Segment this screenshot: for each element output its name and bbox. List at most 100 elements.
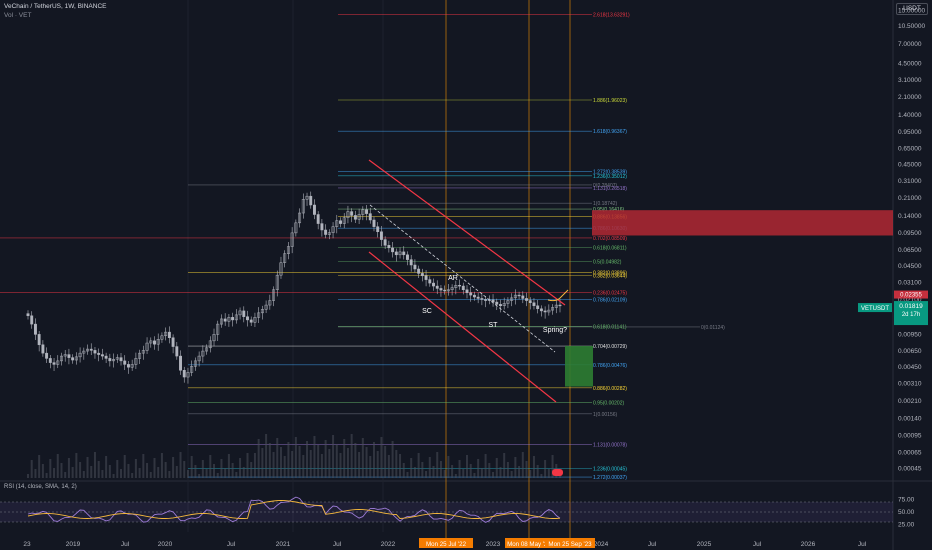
candle-body	[253, 317, 257, 323]
event-date-box	[505, 538, 553, 548]
candle-body	[525, 298, 528, 301]
volume-bar	[253, 453, 256, 478]
price-axis-tick: 2.10000	[898, 94, 922, 101]
time-axis-tick: 2023	[486, 541, 501, 548]
volume-bar	[53, 468, 56, 478]
volume-bar	[49, 459, 52, 478]
price-axis-tick: 0.31000	[898, 178, 922, 185]
countdown-value: 2d 17h	[902, 312, 920, 318]
volume-group	[27, 434, 561, 478]
volume-bar	[346, 448, 349, 478]
candle-body	[279, 262, 283, 276]
candle-body	[56, 360, 60, 365]
candle-body	[41, 344, 45, 354]
candle-body	[461, 285, 465, 291]
rsi-indicator-label[interactable]: RSI (14, close, SMA, 14, 2)	[4, 484, 77, 490]
candle-body	[104, 355, 108, 359]
volume-bar	[410, 458, 413, 478]
event-date-box	[545, 538, 595, 548]
candle-body	[513, 294, 517, 299]
candle-body	[458, 285, 462, 287]
price-axis-tick: 0.03100	[898, 279, 922, 286]
event-date-label: Mon 25 Sep '23	[548, 541, 592, 548]
currency-selector[interactable]: USDT	[896, 3, 928, 15]
candle-body	[383, 239, 387, 246]
candle-body	[212, 334, 216, 342]
annotation-label: SC	[422, 308, 432, 315]
price-axis-tick: 0.00065	[898, 449, 922, 456]
volume-bar	[67, 458, 70, 478]
price-axis-tick: 0.09500	[898, 230, 922, 237]
volume-bar	[317, 445, 320, 478]
candle-body	[26, 313, 30, 317]
candle-body	[502, 303, 506, 307]
candle-body	[93, 350, 97, 354]
projection-path	[547, 289, 569, 302]
volume-bar	[495, 458, 498, 478]
candle-body	[391, 247, 395, 253]
candle-body	[97, 352, 101, 355]
candle-body	[246, 316, 249, 321]
candle-body	[193, 360, 197, 367]
candle-body	[67, 354, 71, 358]
volume-bar	[279, 447, 282, 478]
volume-bar	[510, 471, 513, 478]
alert-tag-icon	[552, 469, 563, 476]
candle-body	[543, 310, 547, 313]
candle-body	[186, 372, 190, 378]
candle-body	[268, 300, 272, 306]
volume-bar	[120, 469, 123, 478]
candle-body	[301, 199, 305, 214]
channel-lower-line	[368, 251, 557, 403]
volume-bar	[477, 459, 480, 478]
volume-bar	[551, 455, 554, 478]
volume-bar	[469, 464, 472, 478]
volume-bar	[246, 453, 249, 478]
volume-bar	[391, 441, 394, 478]
candle-body	[33, 323, 37, 335]
fib-level-label: 0.95(0.16416)	[593, 207, 624, 213]
candle-body	[153, 340, 156, 345]
candle-body	[205, 347, 209, 352]
fib-level-label: 0.702(0.08509)	[593, 236, 627, 242]
event-date-label: Mon 25 Jul '22	[426, 541, 467, 548]
candle-body	[48, 358, 52, 363]
volume-bar	[123, 455, 126, 478]
fib-level-label: 1.272(0.38539)	[593, 170, 627, 176]
volume-bar	[287, 442, 290, 478]
time-axis-tick: Jul	[333, 541, 342, 548]
trend-dashed-line	[369, 204, 556, 353]
candle-body	[346, 211, 350, 218]
volume-bar	[354, 443, 357, 478]
fib-level-label: 0.382(0.03896)	[593, 270, 627, 276]
candle-body	[249, 319, 253, 323]
volume-bar	[462, 469, 465, 478]
candle-body	[234, 314, 238, 321]
volume-bar	[205, 469, 208, 478]
fib-level-label: 0.618(0.01141)	[593, 324, 627, 330]
volume-bar	[60, 463, 63, 478]
price-axis-tick: 0.00310	[898, 381, 922, 388]
volume-bar	[101, 470, 104, 478]
volume-bar	[261, 448, 264, 478]
volume-bar	[160, 453, 163, 478]
candle-body	[220, 318, 223, 325]
candle-body	[379, 231, 383, 240]
candle-body	[517, 294, 521, 297]
candle-body	[86, 348, 89, 352]
fib-level-label: 0.95(0.00202)	[593, 400, 624, 406]
volume-bar	[175, 466, 178, 478]
volume-bar	[395, 450, 398, 478]
volume-bar	[186, 470, 189, 478]
candle-body	[264, 304, 268, 310]
volume-bar	[283, 456, 286, 478]
rsi-axis-tick: 75.00	[898, 497, 915, 504]
volume-bar	[75, 453, 78, 478]
candle-body	[324, 229, 328, 235]
candle-body	[394, 251, 398, 256]
fib-level-label: 1(0.00156)	[593, 412, 618, 418]
candle-body	[149, 340, 153, 344]
volume-bar	[402, 463, 405, 478]
candle-body	[123, 360, 127, 365]
